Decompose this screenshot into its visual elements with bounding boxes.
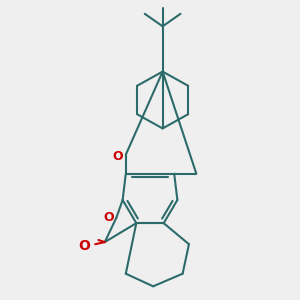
Text: O: O <box>78 239 90 253</box>
Text: O: O <box>103 212 114 224</box>
Text: O: O <box>112 150 123 163</box>
